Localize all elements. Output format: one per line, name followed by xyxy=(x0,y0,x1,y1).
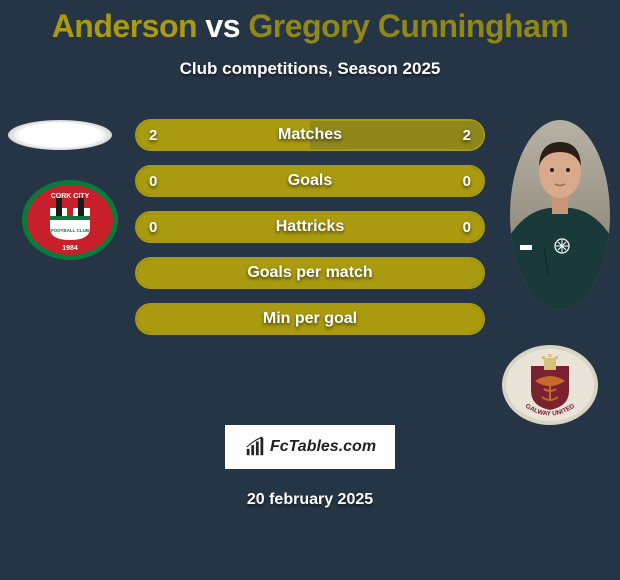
stat-bar-goals: 0 Goals 0 xyxy=(135,165,485,197)
player2-name: Gregory Cunningham xyxy=(248,8,568,44)
stat-right-value: 2 xyxy=(463,127,471,144)
stat-label: Matches xyxy=(278,126,342,144)
stat-label: Goals xyxy=(288,172,332,190)
stat-left-value: 0 xyxy=(149,219,157,236)
stat-bar-matches: 2 Matches 2 xyxy=(135,119,485,151)
stat-bar-min-per-goal: Min per goal xyxy=(135,303,485,335)
subtitle: Club competitions, Season 2025 xyxy=(0,59,620,79)
branding-text: FcTables.com xyxy=(270,438,376,456)
branding-logo-icon xyxy=(244,436,266,458)
stat-bar-goals-per-match: Goals per match xyxy=(135,257,485,289)
stat-right-value: 0 xyxy=(463,219,471,236)
stat-bar-hattricks: 0 Hattricks 0 xyxy=(135,211,485,243)
page-title: Anderson vs Gregory Cunningham xyxy=(0,0,620,45)
stat-right-value: 0 xyxy=(463,173,471,190)
branding-box[interactable]: FcTables.com xyxy=(225,425,395,469)
vs-text: vs xyxy=(205,8,240,44)
stat-bars: 2 Matches 2 0 Goals 0 0 Hattricks 0 Goal… xyxy=(135,119,485,335)
stats-area: 2 Matches 2 0 Goals 0 0 Hattricks 0 Goal… xyxy=(0,119,620,509)
stat-label: Goals per match xyxy=(247,264,372,282)
stat-label: Hattricks xyxy=(276,218,344,236)
stat-label: Min per goal xyxy=(263,310,357,328)
player1-name: Anderson xyxy=(52,8,197,44)
stat-left-value: 2 xyxy=(149,127,157,144)
footer-date: 20 february 2025 xyxy=(0,491,620,509)
stat-left-value: 0 xyxy=(149,173,157,190)
